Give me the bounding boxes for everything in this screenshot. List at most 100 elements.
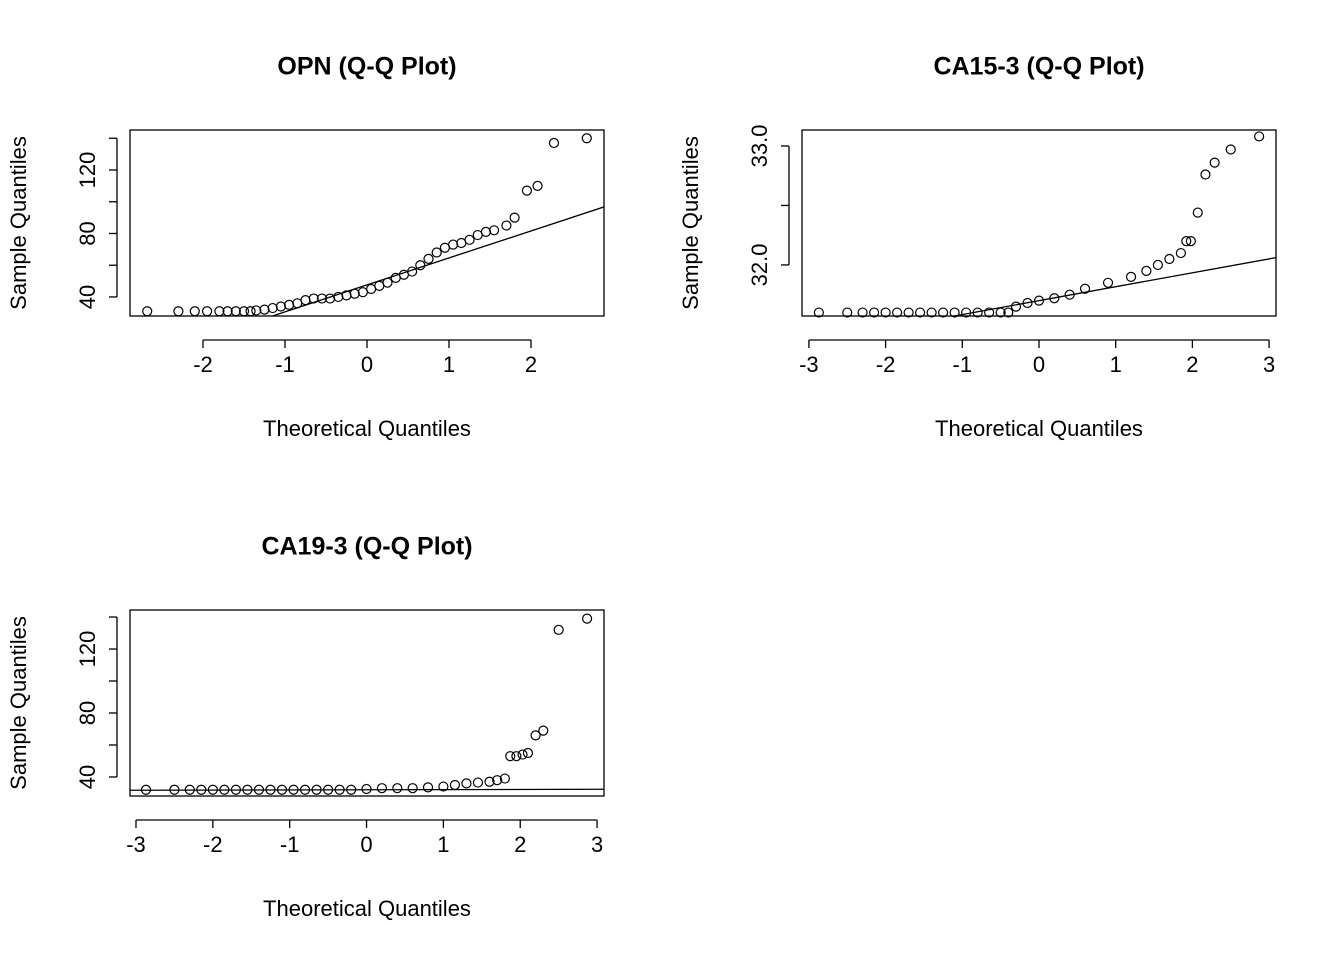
y-tick-label: 32.0	[747, 244, 772, 287]
point	[857, 307, 868, 318]
x-tick-label: 1	[437, 832, 449, 857]
x-tick-label: 0	[360, 832, 372, 857]
plot-box	[129, 609, 605, 797]
y-tick-label: 120	[75, 631, 100, 668]
point	[300, 295, 311, 306]
point	[334, 784, 345, 795]
point	[1033, 295, 1045, 306]
point	[276, 784, 288, 795]
point	[530, 730, 541, 741]
point	[1225, 144, 1236, 155]
point	[283, 299, 295, 310]
point	[230, 784, 241, 795]
point	[1209, 157, 1220, 168]
y-tick-label: 40	[75, 765, 100, 789]
point	[581, 613, 593, 624]
point	[238, 306, 250, 317]
point	[423, 253, 434, 264]
point	[230, 306, 241, 317]
point	[501, 220, 512, 231]
point	[926, 307, 937, 318]
point	[265, 784, 276, 795]
point	[415, 260, 426, 271]
qq-line	[130, 788, 604, 791]
point	[903, 307, 914, 318]
point	[472, 777, 484, 788]
point	[521, 185, 533, 196]
point	[1192, 207, 1203, 218]
point	[323, 784, 334, 795]
x-tick-label: 3	[1263, 352, 1275, 377]
point	[219, 784, 230, 795]
y-axis-label: Sample Quantiles	[6, 616, 31, 790]
point	[1181, 236, 1192, 247]
y-tick-label: 80	[75, 221, 100, 245]
point	[259, 304, 270, 315]
point	[522, 747, 534, 759]
point	[1152, 259, 1163, 271]
x-tick-label: 1	[443, 352, 455, 377]
point	[492, 775, 503, 786]
x-tick-label: 0	[361, 352, 373, 377]
point	[275, 301, 286, 312]
point	[311, 784, 322, 795]
point	[169, 784, 180, 795]
plot-box	[801, 129, 1277, 317]
qq-line	[270, 206, 604, 316]
point	[253, 784, 265, 795]
x-tick-label: 2	[1186, 352, 1198, 377]
point	[184, 784, 195, 795]
y-tick-label: 40	[75, 285, 100, 309]
y-tick-label: 33.0	[747, 125, 772, 168]
point	[509, 212, 520, 223]
point	[1254, 131, 1265, 142]
point	[1200, 169, 1211, 180]
point	[376, 783, 388, 794]
point	[382, 277, 393, 288]
point	[915, 307, 926, 318]
point	[1010, 301, 1022, 312]
x-axis-label: Theoretical Quantiles	[935, 416, 1143, 441]
point	[1022, 297, 1033, 309]
x-tick-label: -1	[275, 352, 295, 377]
point	[464, 234, 475, 245]
point	[484, 776, 495, 787]
point	[480, 226, 492, 237]
point	[868, 307, 880, 318]
x-tick-label: -3	[799, 352, 819, 377]
y-axis-label: Sample Quantiles	[6, 136, 31, 310]
point	[984, 307, 995, 318]
point	[207, 784, 218, 795]
x-tick-label: -1	[280, 832, 300, 857]
y-tick-label: 120	[75, 152, 100, 189]
x-tick-label: -2	[203, 832, 223, 857]
point	[949, 307, 960, 318]
point	[431, 247, 442, 258]
x-tick-label: -1	[953, 352, 973, 377]
qq-line	[950, 256, 1276, 316]
point	[813, 307, 824, 318]
plot-box	[129, 129, 605, 317]
point	[1049, 293, 1060, 304]
point	[214, 306, 225, 317]
point	[189, 306, 200, 317]
point	[407, 783, 418, 794]
point	[842, 307, 853, 318]
x-tick-label: -2	[193, 352, 213, 377]
point	[299, 784, 311, 795]
chart-title: OPN (Q-Q Plot)	[277, 53, 456, 81]
point	[938, 307, 949, 318]
point	[267, 302, 278, 314]
x-tick-label: -3	[126, 832, 146, 857]
point	[581, 133, 592, 144]
point	[288, 784, 299, 795]
point	[1102, 277, 1114, 288]
point	[196, 784, 207, 795]
point	[361, 783, 372, 795]
point	[1064, 289, 1075, 300]
point	[1125, 271, 1137, 282]
point	[1141, 265, 1152, 276]
point	[517, 749, 528, 760]
